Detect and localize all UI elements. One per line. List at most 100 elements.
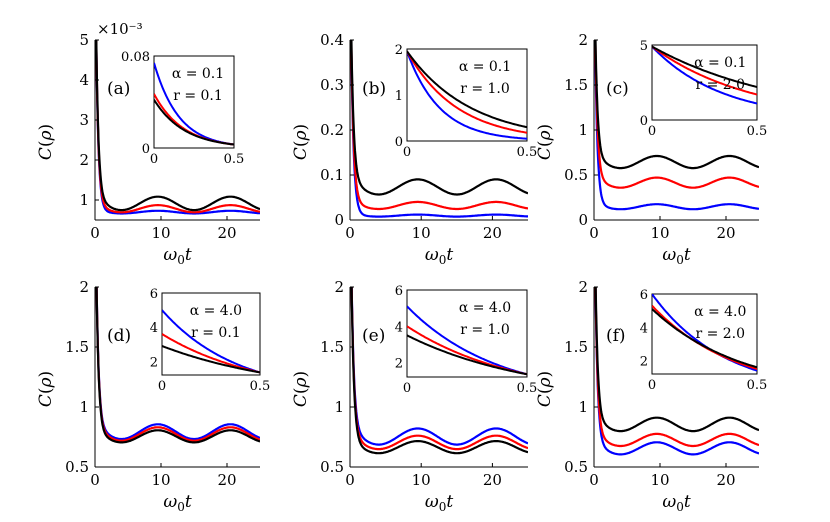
alpha-annotation: α = 4.0 (190, 303, 242, 319)
y-tick-label: 5 (79, 31, 89, 49)
series-line-0 (95, 287, 260, 441)
alpha-annotation: α = 0.1 (694, 55, 746, 71)
inset-y-tick-label: 2 (640, 355, 648, 370)
series-line-0 (594, 287, 759, 456)
y-tick-label: 0 (578, 211, 588, 229)
panel-label: (d) (107, 326, 131, 346)
x-tick-label: 10 (412, 224, 431, 242)
inset-y-tick-label: 4 (640, 321, 648, 336)
inset-y-tick-label: 0 (640, 114, 648, 129)
inset-series-line-1 (407, 50, 527, 134)
inset-x-tick-label: 0.5 (517, 145, 538, 160)
y-tick-label: 1.5 (564, 76, 588, 94)
series-line-0 (350, 40, 528, 218)
inset-plot: 0 0.5 0 1 2 α = 0.1 r = 1.0 (395, 43, 538, 160)
x-tick-label: 10 (650, 224, 669, 242)
y-tick-label: 1 (334, 398, 344, 416)
y-tick-label: 1.5 (564, 338, 588, 356)
x-tick-label: 0 (345, 471, 355, 489)
inset-series-line-1 (652, 45, 757, 96)
x-tick-label: 0 (90, 224, 100, 242)
series-line-1 (594, 40, 759, 189)
y-tick-label: 0 (334, 211, 344, 229)
y-tick-label: 0.5 (564, 458, 588, 476)
r-annotation: r = 1.0 (460, 81, 510, 97)
x-tick-label: 20 (483, 471, 502, 489)
x-tick-label: 20 (217, 471, 236, 489)
series-line-2 (95, 40, 260, 212)
inset-series-line-2 (652, 308, 757, 369)
panel-label: (a) (107, 79, 130, 99)
alpha-annotation: α = 0.1 (459, 59, 511, 75)
inset-x-tick-label: 0 (150, 152, 158, 167)
x-tick-label: 0 (90, 471, 100, 489)
inset-y-tick-label: 6 (640, 288, 648, 303)
panel-a: 0 10 20 1 2 3 4 5 ×10⁻³ ω0t C(ρ) (a) 0 0.5 0 0.08 α = 0.… (36, 20, 260, 267)
series-line-0 (594, 40, 759, 211)
inset-y-tick-label: 6 (150, 287, 158, 302)
x-tick-label: 20 (483, 224, 502, 242)
inset-series-line-2 (162, 345, 260, 374)
x-axis-label: ω0t (425, 492, 454, 514)
y-axis-label: C(ρ) (535, 124, 555, 160)
y-axis-label: C(ρ) (36, 371, 56, 407)
inset-x-tick-label: 0 (403, 145, 411, 160)
series-line-0 (95, 40, 260, 215)
y-tick-label: 2 (79, 151, 89, 169)
y-tick-label: 0.1 (320, 166, 344, 184)
inset-frame (153, 55, 235, 149)
x-axis-label: ω0t (662, 245, 691, 267)
x-tick-label: 10 (151, 471, 170, 489)
panel-label: (c) (606, 79, 629, 99)
series-line-0 (350, 287, 528, 446)
series-line-1 (95, 287, 260, 442)
inset-y-tick-label: 2 (150, 355, 158, 370)
y-tick-label: 1 (578, 121, 588, 139)
series-line-1 (95, 40, 260, 214)
y-tick-label: 1 (79, 398, 89, 416)
y-axis-label: C(ρ) (535, 371, 555, 407)
inset-x-tick-label: 0 (403, 381, 411, 396)
series-line-1 (350, 40, 528, 211)
inset-y-tick-label: 2 (395, 357, 403, 372)
inset-series-line-2 (407, 50, 527, 129)
y-tick-label: 0.5 (320, 458, 344, 476)
inset-plot: 0 0.5 2 4 6 α = 4.0 r = 1.0 (395, 284, 538, 396)
inset-y-tick-label: 2 (395, 43, 403, 58)
series-line-1 (594, 287, 759, 448)
inset-frame (406, 289, 528, 378)
y-tick-label: 4 (79, 71, 89, 89)
x-tick-label: 20 (217, 224, 236, 242)
y-tick-label: 2 (578, 278, 588, 296)
panel-label: (f) (606, 326, 626, 346)
inset-series-line-0 (407, 50, 527, 140)
y-tick-label: 3 (79, 111, 89, 129)
y-scale-label: ×10⁻³ (97, 20, 143, 38)
inset-series-line-0 (162, 309, 260, 374)
x-axis-label: ω0t (662, 492, 691, 514)
y-axis-label: C(ρ) (291, 371, 311, 407)
inset-series-line-0 (652, 45, 757, 105)
inset-y-tick-label: 1 (395, 89, 403, 104)
inset-plot: 0 0.5 0 0.08 α = 0.1 r = 0.1 (121, 50, 244, 167)
x-tick-label: 0 (589, 471, 599, 489)
series-line-2 (350, 287, 528, 455)
inset-x-tick-label: 0 (648, 124, 656, 139)
y-tick-label: 1 (578, 398, 588, 416)
inset-x-tick-label: 0.5 (250, 379, 271, 394)
inset-plot: 0 0.5 2 4 6 α = 4.0 r = 0.1 (150, 287, 271, 394)
y-tick-label: 0.5 (65, 458, 89, 476)
x-axis-label: ω0t (163, 245, 192, 267)
panel-label: (b) (362, 79, 386, 99)
x-tick-label: 0 (345, 224, 355, 242)
inset-series-line-2 (652, 45, 757, 88)
alpha-annotation: α = 4.0 (459, 300, 511, 316)
series-line-1 (350, 287, 528, 451)
inset-y-tick-label: 0 (142, 142, 150, 157)
inset-y-tick-label: 6 (395, 284, 403, 299)
y-tick-label: 0.4 (320, 31, 344, 49)
alpha-annotation: α = 4.0 (694, 304, 746, 320)
